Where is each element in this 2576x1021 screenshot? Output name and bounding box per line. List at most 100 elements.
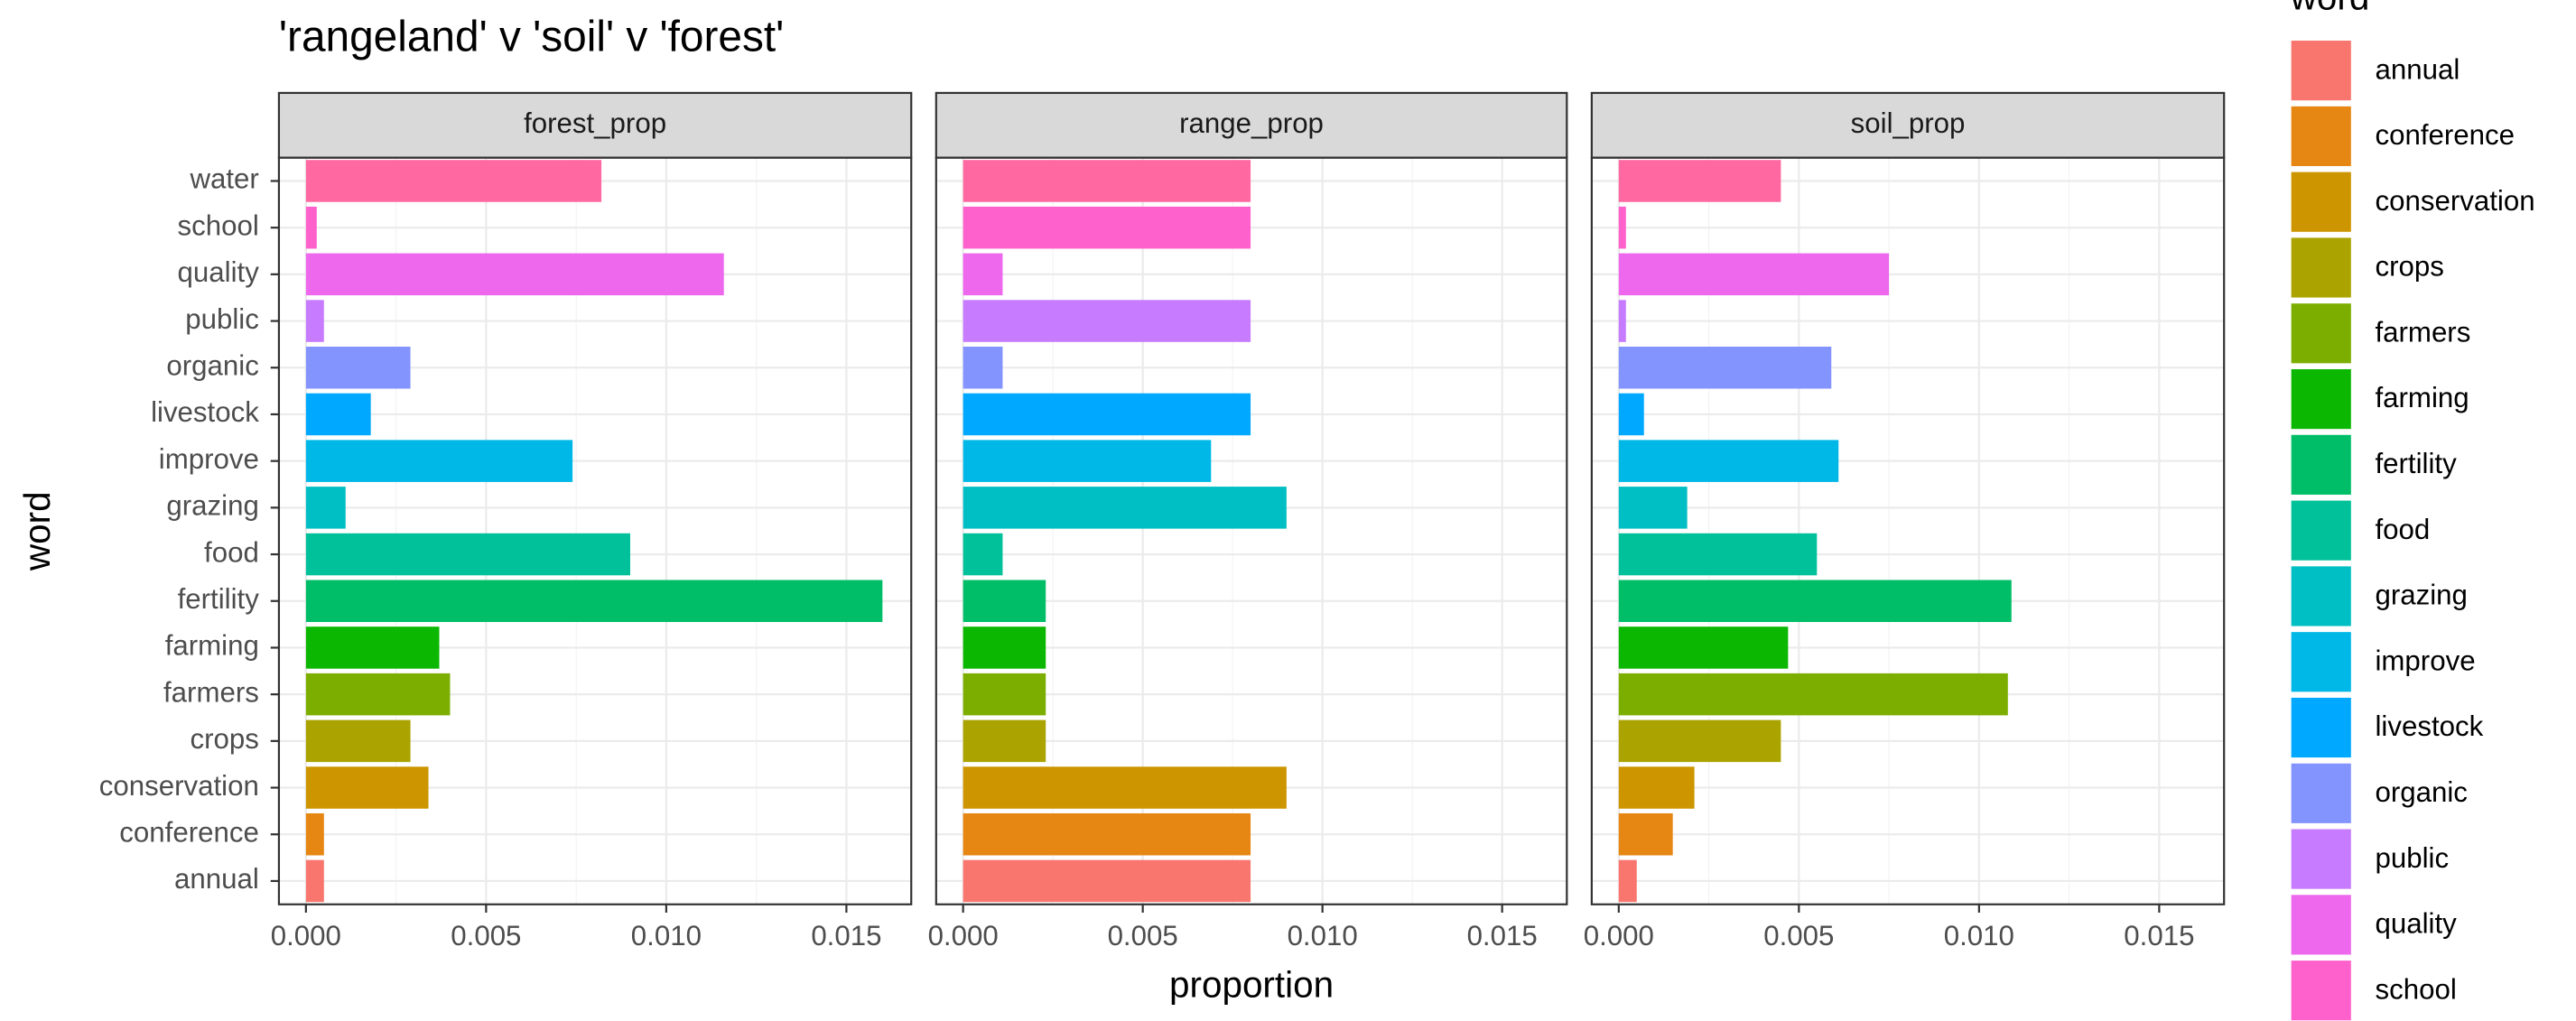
bar: [305, 580, 883, 623]
bar: [305, 859, 324, 903]
x-tick-label: 0.005: [451, 920, 521, 951]
x-tick-label: 0.000: [1584, 920, 1654, 951]
y-tick-label: improve: [159, 443, 259, 475]
bar: [963, 580, 1046, 623]
bar: [1618, 160, 1781, 202]
x-tick-label: 0.000: [271, 920, 341, 951]
legend-swatch: [2289, 39, 2353, 103]
bar: [963, 719, 1046, 763]
legend-swatch: [2289, 367, 2353, 431]
bar: [963, 300, 1251, 342]
x-tick-label: 0.005: [1108, 920, 1178, 951]
bar: [963, 440, 1212, 482]
y-tick-label: conference: [119, 816, 259, 848]
bar: [1618, 253, 1890, 296]
bar: [963, 766, 1287, 809]
bar: [305, 393, 371, 436]
bar: [963, 206, 1251, 249]
bar: [1618, 812, 1673, 856]
bar: [1618, 206, 1626, 249]
bar: [305, 673, 451, 716]
legend-label: livestock: [2375, 710, 2483, 742]
bar: [1618, 627, 1789, 669]
legend-swatch: [2289, 959, 2353, 1021]
y-tick-label: organic: [166, 350, 258, 382]
facet-strip: [935, 91, 1568, 159]
bar: [1618, 393, 1644, 436]
bar: [963, 253, 1003, 296]
legend-swatch: [2289, 761, 2353, 825]
legend-label: conservation: [2375, 185, 2534, 217]
bar: [305, 627, 440, 669]
bar: [963, 627, 1046, 669]
legend-label: crops: [2375, 251, 2443, 283]
legend-label: improve: [2375, 645, 2475, 676]
legend-label: quality: [2375, 908, 2457, 940]
bar: [963, 533, 1003, 576]
bar: [1618, 580, 2012, 623]
legend-swatch: [2289, 236, 2353, 300]
y-tick-label: food: [204, 536, 259, 568]
y-tick-label: farmers: [163, 676, 259, 708]
facet-label: range_prop: [1179, 107, 1324, 139]
y-tick-label: water: [189, 163, 258, 195]
bar: [305, 346, 411, 389]
y-tick-label: quality: [178, 256, 260, 288]
legend-swatch: [2289, 630, 2353, 694]
bar: [1618, 300, 1626, 342]
legend-swatch: [2289, 498, 2353, 562]
legend-label: conference: [2375, 119, 2515, 151]
legend-label: food: [2375, 514, 2430, 545]
legend-swatch: [2289, 302, 2353, 366]
y-tick-label: public: [185, 303, 259, 335]
bar: [305, 300, 324, 342]
bar: [305, 160, 602, 202]
y-axis-title: word: [16, 491, 58, 571]
y-tick-label: grazing: [166, 490, 258, 522]
legend-swatch: [2289, 564, 2353, 628]
legend-label: farmers: [2375, 316, 2470, 348]
legend-swatch: [2289, 696, 2353, 759]
bar: [305, 487, 346, 529]
legend-label: annual: [2375, 53, 2460, 85]
bar: [1618, 440, 1839, 482]
x-tick-label: 0.010: [631, 920, 702, 951]
x-tick-label: 0.005: [1763, 920, 1834, 951]
legend-label: organic: [2375, 776, 2467, 808]
bar: [1618, 859, 1637, 903]
bar: [963, 346, 1003, 389]
legend-label: fertility: [2375, 448, 2457, 479]
y-tick-label: farming: [165, 630, 259, 662]
legend-label: public: [2375, 842, 2449, 874]
bar: [305, 253, 724, 296]
y-tick-label: fertility: [178, 583, 260, 615]
legend-swatch: [2289, 104, 2353, 168]
y-tick-label: crops: [190, 723, 258, 755]
x-tick-label: 0.015: [811, 920, 881, 951]
x-tick-label: 0.015: [2124, 920, 2194, 951]
bar: [305, 766, 429, 809]
legend-title: word: [2290, 0, 2370, 18]
bar: [1618, 719, 1781, 763]
bar: [1618, 346, 1832, 389]
legend-swatch: [2289, 432, 2353, 497]
bar: [305, 533, 630, 576]
legend-swatch: [2289, 827, 2353, 891]
bar: [305, 206, 317, 249]
facet-strip: [277, 91, 913, 159]
bar: [963, 487, 1287, 529]
x-tick-label: 0.000: [928, 920, 999, 951]
y-tick-label: livestock: [151, 396, 259, 428]
bar: [305, 812, 324, 856]
bar: [1618, 533, 1818, 576]
y-tick-label: school: [178, 209, 259, 241]
y-tick-label: conservation: [99, 770, 259, 802]
facet-strip: [1590, 91, 2226, 159]
bar: [1618, 766, 1695, 809]
legend-swatch: [2289, 170, 2353, 234]
facet-label: soil_prop: [1851, 107, 1966, 139]
x-tick-label: 0.010: [1288, 920, 1358, 951]
legend-label: school: [2375, 973, 2456, 1005]
bar: [1618, 487, 1688, 529]
